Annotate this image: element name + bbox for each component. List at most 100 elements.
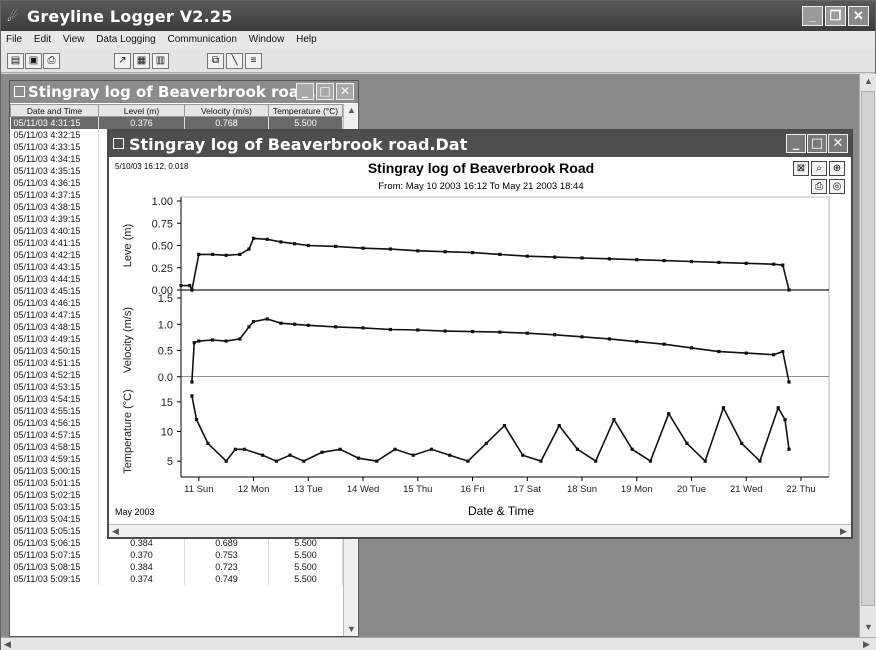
x-tick-label: 17 Sat — [514, 484, 542, 495]
chart-scroll-left-icon[interactable]: ◀ — [112, 526, 119, 536]
data-point — [502, 423, 507, 428]
col-date-time[interactable]: Date and Time — [10, 104, 99, 117]
table-scroll-down-icon[interactable]: ▼ — [347, 624, 356, 634]
table-icon[interactable]: ▦ — [133, 53, 150, 69]
menu-window[interactable]: Window — [248, 34, 285, 45]
chart-scroll-right-icon[interactable]: ▶ — [840, 526, 847, 536]
y-tick-label: 15 — [161, 397, 173, 409]
open-icon[interactable]: ▤ — [7, 53, 24, 69]
menu-help[interactable]: Help — [296, 34, 317, 45]
cell-date-time: 05/11/03 4:51:15 — [10, 356, 99, 369]
chart-close-button[interactable]: ✕ — [828, 134, 848, 153]
connect-icon[interactable]: ⧉ — [207, 53, 224, 69]
main-horizontal-scrollbar[interactable]: ◀ ▶ — [1, 637, 876, 650]
scroll-left-icon[interactable]: ◀ — [4, 639, 11, 649]
zoom-out-icon[interactable]: ⌕ — [811, 161, 827, 176]
data-point — [292, 322, 297, 326]
data-point — [247, 325, 251, 329]
menu-file[interactable]: File — [6, 34, 23, 45]
data-point — [411, 453, 415, 457]
cell-date-time: 05/11/03 4:57:15 — [10, 428, 99, 441]
cell-date-time: 05/11/03 4:42:15 — [10, 248, 99, 261]
scroll-down-icon[interactable]: ▼ — [864, 622, 873, 632]
table-close-button[interactable]: ✕ — [336, 83, 354, 100]
data-point — [772, 353, 776, 357]
graph-icon[interactable]: ↗ — [114, 53, 131, 69]
data-point — [265, 237, 269, 241]
chart-options-icon[interactable]: ◎ — [829, 179, 845, 194]
cell-velocity: 0.723 — [184, 560, 269, 573]
settings-icon[interactable]: ≡ — [245, 53, 262, 69]
save-icon[interactable]: ▣ — [25, 53, 42, 69]
x-axis-label: Date & Time — [468, 504, 534, 518]
data-point — [224, 459, 228, 463]
cell-level: 0.370 — [98, 548, 185, 561]
cell-date-time: 05/11/03 4:34:15 — [10, 152, 99, 165]
cell-temperature: 5.500 — [268, 116, 343, 129]
col-temperature[interactable]: Temperature (°C) — [268, 104, 343, 117]
y-axis-label-level: Leve (m) — [122, 224, 134, 267]
data-point — [580, 335, 584, 339]
cell-date-time: 05/11/03 4:50:15 — [10, 344, 99, 357]
cell-date-time: 05/11/03 4:37:15 — [10, 188, 99, 201]
data-point — [607, 257, 611, 261]
data-point — [206, 441, 210, 445]
cell-date-time: 05/11/03 5:04:15 — [10, 512, 99, 525]
menu-data-logging[interactable]: Data Logging — [96, 34, 156, 45]
chart-maximize-button[interactable]: □ — [807, 134, 827, 153]
menu-communication[interactable]: Communication — [167, 34, 237, 45]
menu-view[interactable]: View — [62, 34, 85, 45]
menu-edit[interactable]: Edit — [33, 34, 52, 45]
data-point — [630, 447, 634, 451]
data-point — [721, 406, 726, 410]
data-point — [703, 459, 707, 463]
table-row[interactable]: 05/11/03 5:07:15 0.370 0.753 5.500 — [10, 548, 343, 561]
scroll-thumb[interactable] — [861, 91, 875, 606]
cell-date-time: 05/11/03 4:36:15 — [10, 176, 99, 189]
cell-velocity: 0.768 — [184, 116, 269, 129]
close-button[interactable]: ✕ — [848, 6, 869, 26]
data-point — [612, 418, 616, 422]
table-row[interactable]: 05/11/03 5:09:15 0.374 0.749 5.500 — [10, 572, 343, 585]
print-preview-icon[interactable]: ⎙ — [811, 179, 827, 194]
data-point — [539, 459, 543, 463]
data-point — [685, 441, 689, 445]
chart-minimize-button[interactable]: _ — [786, 134, 806, 153]
app-titlebar[interactable]: ☄ Greyline Logger V2.25 _ ❐ ✕ — [1, 1, 875, 31]
data-point — [338, 447, 342, 451]
table-maximize-button[interactable]: □ — [316, 83, 334, 100]
scroll-up-icon[interactable]: ▲ — [864, 76, 873, 86]
col-level[interactable]: Level (m) — [98, 104, 185, 117]
table-scroll-up-icon[interactable]: ▲ — [347, 105, 356, 115]
zoom-box-icon[interactable]: ⊠ — [793, 161, 809, 176]
chart-horizontal-scrollbar[interactable]: ◀ ▶ — [109, 524, 851, 537]
col-velocity[interactable]: Velocity (m/s) — [184, 104, 269, 117]
data-point — [261, 453, 265, 457]
data-point — [190, 380, 194, 384]
app-title: Greyline Logger V2.25 — [27, 7, 233, 26]
cell-date-time: 05/11/03 5:09:15 — [10, 572, 99, 585]
chart-canvas[interactable]: 5/10/03 16:12, 0.018 Stingray log of Bea… — [109, 157, 851, 523]
data-point — [787, 380, 791, 384]
y-tick-label: 0.5 — [158, 346, 173, 358]
minimize-button[interactable]: _ — [802, 6, 823, 26]
main-vertical-scrollbar[interactable]: ▲ ▼ — [859, 74, 876, 637]
restore-button[interactable]: ❐ — [825, 6, 846, 26]
x-tick-label: 20 Tue — [677, 484, 706, 495]
table-row[interactable]: 05/11/03 5:08:15 0.384 0.723 5.500 — [10, 560, 343, 573]
table-row[interactable]: 05/11/03 5:06:15 0.384 0.689 5.500 — [10, 536, 343, 549]
print-icon[interactable]: ⎙ — [43, 53, 60, 69]
data-point — [553, 255, 557, 259]
report-icon[interactable]: ▥ — [152, 53, 169, 69]
table-window-titlebar[interactable]: Stingray log of Beaverbrook roa... _ □ ✕ — [10, 81, 358, 103]
scroll-right-icon[interactable]: ▶ — [863, 639, 870, 649]
zoom-in-icon[interactable]: ⊕ — [829, 161, 845, 176]
y-axis-label-temperature: Temperature (°C) — [122, 389, 134, 473]
data-point — [224, 253, 228, 257]
table-row[interactable]: 05/11/03 4:31:15 0.376 0.768 5.500 — [10, 116, 343, 129]
chart-window[interactable]: Stingray log of Beaverbrook road.Dat _ □… — [107, 129, 853, 539]
probe-icon[interactable]: ╲ — [226, 53, 243, 69]
chart-window-titlebar[interactable]: Stingray log of Beaverbrook road.Dat _ □… — [109, 131, 851, 157]
cell-date-time: 05/11/03 5:01:15 — [10, 476, 99, 489]
table-minimize-button[interactable]: _ — [296, 83, 314, 100]
